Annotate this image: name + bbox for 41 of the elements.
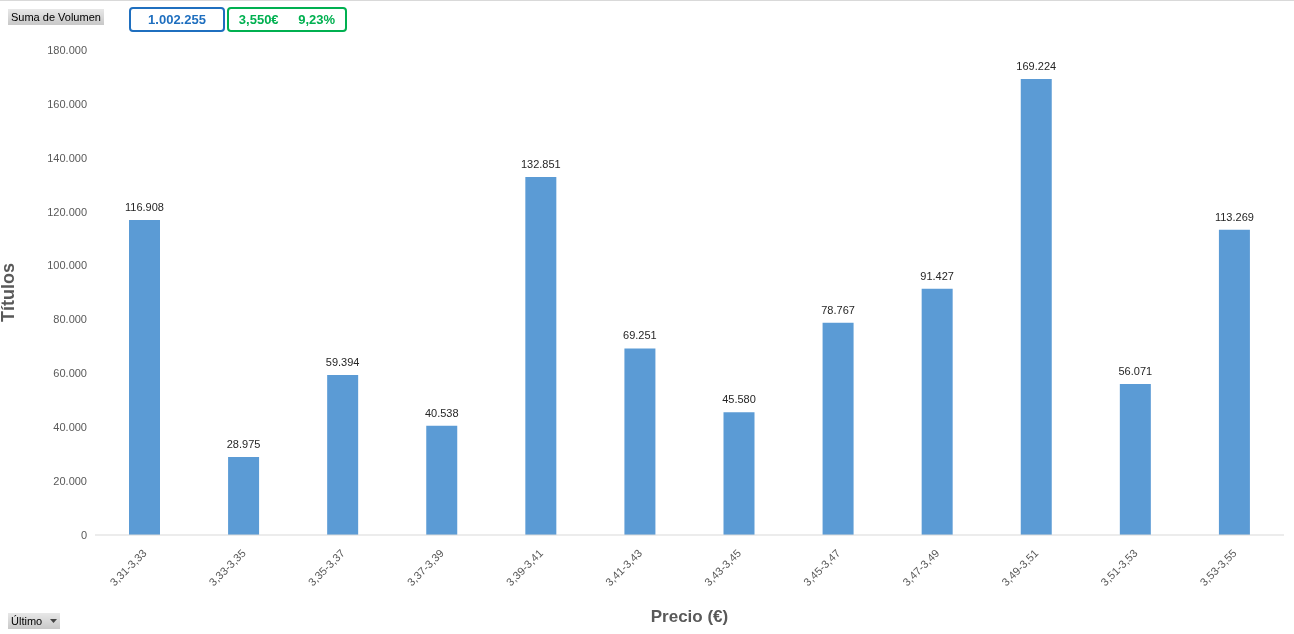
data-label: 78.767 (821, 303, 855, 316)
text: 1.002.255 (129, 7, 225, 32)
y-tick-label: 40.000 (53, 421, 87, 434)
y-tick-label: 20.000 (53, 475, 87, 488)
y-tick-label: 140.000 (47, 151, 87, 164)
y-tick-label: 0 (80, 528, 87, 541)
bar (525, 177, 557, 535)
bar (723, 412, 755, 535)
y-tick-label: 80.000 (53, 313, 87, 326)
data-label: 113.269 (1214, 210, 1254, 223)
y-axis-title: Títulos (0, 263, 19, 322)
text: Último (11, 615, 43, 627)
bar (1020, 79, 1052, 535)
bar (624, 348, 656, 535)
data-label: 40.538 (424, 406, 459, 419)
bar (426, 425, 458, 535)
y-tick-label: 60.000 (53, 367, 87, 380)
data-label: 59.394 (325, 355, 360, 368)
bar (921, 288, 953, 535)
data-label: 132.851 (520, 158, 561, 171)
y-tick-label: 120.000 (47, 205, 87, 218)
data-label: 169.224 (1016, 60, 1057, 73)
text: Suma de Volumen (8, 9, 104, 25)
data-label: 91.427 (920, 269, 954, 282)
y-tick-label: 160.000 (47, 97, 87, 110)
bar (129, 220, 160, 535)
data-label: 45.580 (722, 393, 756, 406)
x-axis-title: Precio (€) (650, 607, 729, 626)
data-label: 56.071 (1118, 364, 1153, 377)
data-label: 116.908 (125, 201, 164, 213)
bar (1119, 383, 1151, 535)
y-tick-label: 100.000 (47, 259, 87, 272)
bar (327, 374, 359, 535)
data-label: 69.251 (623, 329, 657, 342)
bar (228, 456, 260, 535)
data-label: 28.975 (226, 437, 261, 450)
y-tick-label: 180.000 (47, 43, 87, 56)
bar (1218, 229, 1250, 535)
bar (822, 322, 854, 535)
text: 3,550€ (238, 12, 279, 27)
text: 9,23% (298, 12, 336, 27)
